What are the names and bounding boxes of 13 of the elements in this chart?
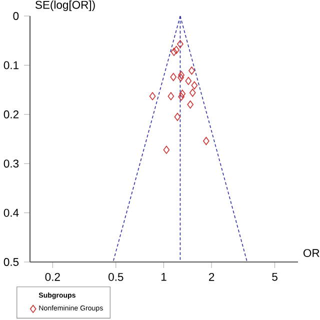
y-tick-label: 0.2 — [4, 110, 18, 118]
y-tick-label: 0.3 — [4, 160, 19, 168]
y-tick-label: 0 — [13, 12, 19, 20]
y-axis-title: SE(log[OR]) — [35, 0, 95, 12]
y-tick-label: 0.5 — [4, 258, 19, 266]
x-axis-title: OR — [303, 249, 320, 258]
x-tick-label: 1 — [161, 272, 166, 281]
y-tick-label: 0.4 — [4, 208, 19, 217]
x-tick-label: 0.2 — [45, 272, 60, 281]
x-tick-label: 2 — [209, 272, 214, 281]
x-tick-label: 0.5 — [108, 272, 124, 281]
x-tick-label: 5 — [272, 272, 278, 281]
y-tick-label: 0.1 — [4, 61, 19, 70]
